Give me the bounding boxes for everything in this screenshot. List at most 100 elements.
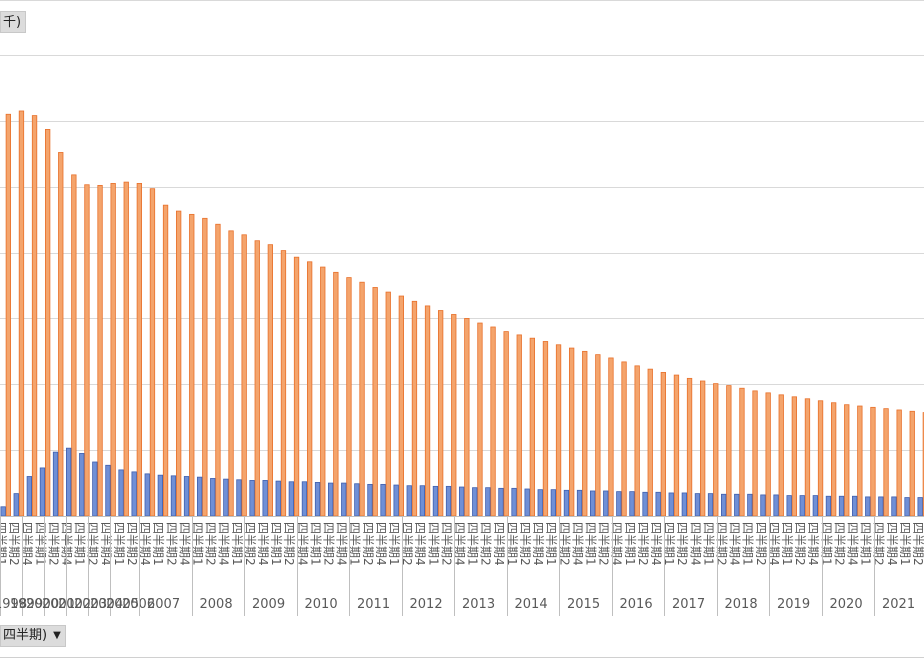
- bar-series-1[interactable]: [398, 295, 405, 517]
- bar-series-1[interactable]: [791, 396, 797, 517]
- bar-series-1[interactable]: [608, 357, 614, 517]
- bar-series-2[interactable]: [0, 506, 6, 517]
- bar-series-1[interactable]: [110, 183, 116, 517]
- bar-series-2[interactable]: [681, 492, 687, 517]
- bar-series-1[interactable]: [634, 365, 640, 517]
- bar-series-2[interactable]: [603, 490, 609, 517]
- bar-series-1[interactable]: [542, 341, 549, 517]
- bar-series-2[interactable]: [865, 496, 871, 517]
- bar-series-2[interactable]: [825, 495, 832, 517]
- bar-series-2[interactable]: [537, 489, 543, 517]
- bar-series-1[interactable]: [765, 392, 771, 517]
- bar-series-2[interactable]: [485, 487, 491, 517]
- bar-series-1[interactable]: [844, 404, 850, 517]
- bar-series-1[interactable]: [857, 405, 863, 517]
- bar-series-1[interactable]: [896, 409, 902, 517]
- bar-series-2[interactable]: [563, 489, 570, 517]
- bar-series-2[interactable]: [157, 474, 164, 517]
- bar-series-1[interactable]: [529, 337, 535, 517]
- bar-series-2[interactable]: [262, 480, 268, 517]
- bar-series-2[interactable]: [838, 495, 845, 517]
- bar-series-2[interactable]: [721, 493, 727, 517]
- bar-series-2[interactable]: [354, 483, 360, 517]
- bar-series-2[interactable]: [249, 480, 255, 517]
- bar-series-1[interactable]: [516, 334, 522, 517]
- bar-series-2[interactable]: [799, 495, 805, 517]
- bar-series-1[interactable]: [726, 385, 732, 517]
- bar-series-2[interactable]: [734, 493, 740, 517]
- bar-series-1[interactable]: [490, 326, 496, 517]
- bar-series-1[interactable]: [870, 406, 876, 517]
- bar-series-2[interactable]: [642, 491, 648, 517]
- bar-series-1[interactable]: [162, 204, 169, 517]
- bar-series-1[interactable]: [84, 184, 90, 517]
- bar-series-2[interactable]: [406, 485, 412, 517]
- bar-series-1[interactable]: [477, 322, 483, 517]
- bar-series-1[interactable]: [804, 398, 811, 517]
- bar-series-2[interactable]: [694, 493, 701, 517]
- bar-series-2[interactable]: [472, 487, 478, 517]
- bar-series-1[interactable]: [411, 300, 418, 517]
- bar-series-2[interactable]: [131, 471, 137, 517]
- bar-series-2[interactable]: [773, 494, 779, 517]
- bar-series-1[interactable]: [189, 213, 195, 517]
- bar-series-1[interactable]: [58, 152, 64, 517]
- bar-series-1[interactable]: [175, 210, 182, 517]
- bar-series-1[interactable]: [31, 115, 38, 517]
- value-field-button[interactable]: 千): [0, 11, 27, 33]
- bar-series-2[interactable]: [760, 494, 766, 517]
- bar-series-1[interactable]: [280, 250, 287, 517]
- bar-series-1[interactable]: [97, 184, 103, 517]
- bar-series-2[interactable]: [26, 476, 33, 517]
- bar-series-1[interactable]: [45, 129, 51, 517]
- bar-series-2[interactable]: [380, 483, 386, 517]
- bar-series-1[interactable]: [752, 390, 758, 517]
- bar-series-1[interactable]: [71, 174, 77, 517]
- bar-series-1[interactable]: [228, 230, 234, 517]
- bar-series-2[interactable]: [341, 482, 347, 517]
- bar-series-2[interactable]: [891, 496, 897, 517]
- bar-series-1[interactable]: [372, 287, 378, 517]
- bar-series-1[interactable]: [464, 318, 470, 517]
- bar-series-1[interactable]: [582, 350, 588, 517]
- axis-field-button[interactable]: 四半期) ▼: [0, 625, 66, 647]
- bar-series-1[interactable]: [202, 217, 208, 517]
- bar-series-1[interactable]: [778, 394, 784, 517]
- bar-series-1[interactable]: [713, 383, 719, 517]
- bar-series-1[interactable]: [660, 372, 666, 517]
- bar-series-1[interactable]: [700, 380, 706, 517]
- bar-series-1[interactable]: [817, 400, 824, 517]
- bar-series-2[interactable]: [616, 491, 622, 517]
- bar-series-2[interactable]: [498, 487, 504, 517]
- bar-series-1[interactable]: [241, 234, 247, 517]
- bar-series-2[interactable]: [79, 453, 85, 517]
- bar-series-1[interactable]: [595, 354, 601, 517]
- bar-series-2[interactable]: [458, 486, 465, 517]
- bar-series-2[interactable]: [393, 484, 399, 517]
- bar-series-2[interactable]: [445, 485, 452, 517]
- bar-series-2[interactable]: [655, 491, 661, 517]
- bar-series-2[interactable]: [904, 497, 910, 517]
- bar-series-2[interactable]: [52, 451, 59, 517]
- bar-series-2[interactable]: [144, 473, 150, 517]
- bar-series-2[interactable]: [852, 495, 858, 517]
- bar-series-2[interactable]: [183, 476, 190, 517]
- bar-series-2[interactable]: [236, 479, 242, 517]
- bar-series-2[interactable]: [668, 492, 674, 517]
- bar-series-2[interactable]: [576, 489, 583, 517]
- bar-series-2[interactable]: [629, 491, 635, 517]
- bar-series-1[interactable]: [320, 266, 326, 517]
- bar-series-1[interactable]: [5, 113, 11, 517]
- bar-series-2[interactable]: [105, 464, 111, 517]
- bar-series-2[interactable]: [92, 461, 98, 517]
- bar-series-2[interactable]: [223, 478, 229, 517]
- bar-series-1[interactable]: [385, 291, 391, 517]
- bar-series-2[interactable]: [170, 475, 177, 517]
- bar-series-1[interactable]: [437, 310, 444, 517]
- bar-series-2[interactable]: [196, 476, 203, 517]
- bar-series-2[interactable]: [550, 489, 556, 517]
- bar-series-2[interactable]: [524, 488, 530, 517]
- bar-series-1[interactable]: [149, 188, 156, 517]
- bar-series-1[interactable]: [647, 368, 653, 517]
- bar-series-1[interactable]: [424, 305, 431, 517]
